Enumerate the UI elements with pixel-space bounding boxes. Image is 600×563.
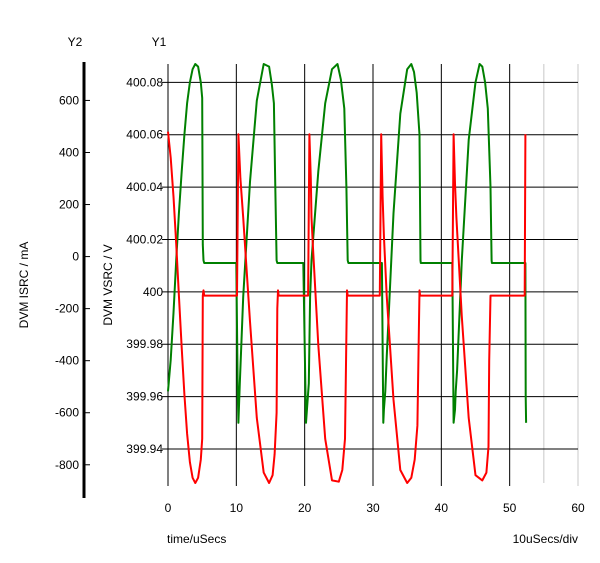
y2-axis-name: Y2 (68, 35, 83, 49)
y1-tick-label-7: 400.08 (126, 75, 163, 89)
y2-tick-label-2: -400 (55, 354, 79, 368)
y2-tick-label-4: 0 (72, 250, 79, 264)
tick-labels: 0 10 20 30 40 50 60 399.94 399.96 399.98 400 400.02… (55, 75, 585, 515)
grid (82, 62, 579, 498)
series-line-isrc (167, 131, 527, 484)
x-tick-label-20: 20 (298, 501, 312, 515)
y1-tick-label-3: 400 (143, 285, 163, 299)
y1-axis-name: Y1 (152, 35, 167, 49)
y1-tick-label-2: 399.98 (126, 337, 163, 351)
y2-tick-label-3: -200 (55, 302, 79, 316)
x-scale-label: 10uSecs/div (513, 532, 578, 546)
y1-axis: Y1 DVM VSRC / V (101, 35, 167, 326)
y1-tick-label-1: 399.96 (126, 390, 163, 404)
y1-tick-label-0: 399.94 (126, 442, 163, 456)
y1-tick-label-6: 400.06 (126, 128, 163, 142)
series-line-vsrc (167, 63, 528, 424)
y1-tick-label-5: 400.04 (126, 180, 163, 194)
y2-tick-label-1: -600 (55, 406, 79, 420)
y2-axis: Y2 DVM ISRC / mA (17, 35, 83, 328)
x-tick-label-40: 40 (435, 501, 449, 515)
x-tick-label-0: 0 (165, 501, 172, 515)
x-tick-label-50: 50 (503, 501, 517, 515)
y2-tick-label-0: -800 (55, 458, 79, 472)
x-tick-label-10: 10 (230, 501, 244, 515)
y1-axis-label: DVM VSRC / V (101, 244, 115, 325)
y2-tick-label-5: 200 (59, 198, 79, 212)
y2-tick-label-6: 400 (59, 145, 79, 159)
y2-tick-label-7: 600 (59, 93, 79, 107)
x-tick-label-30: 30 (366, 501, 380, 515)
x-tick-label-60: 60 (571, 501, 585, 515)
x-axis-label: time/uSecs (167, 532, 226, 546)
y2-axis-label: DVM ISRC / mA (17, 242, 31, 329)
series-layer (167, 63, 528, 484)
y1-tick-label-4: 400.02 (126, 232, 163, 246)
